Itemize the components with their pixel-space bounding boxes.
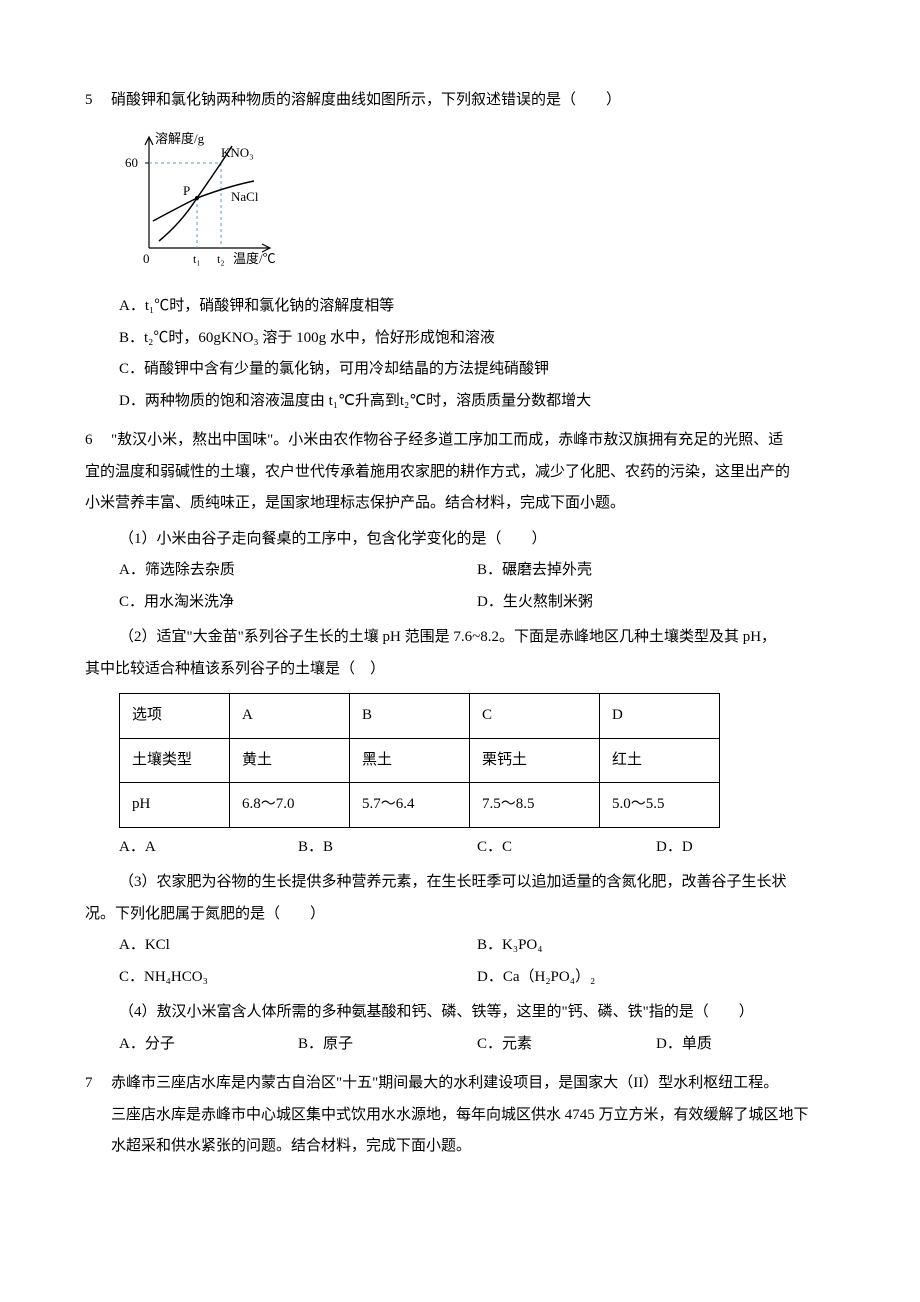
q6-sub3-a: A．KCl [119, 930, 477, 962]
q6-sub3-opts-row1: A．KCl B．K₃PO₄ [119, 930, 835, 962]
q5-opt-b: B．t₂℃时，60gKNO₃ 溶于 100g 水中，恰好形成饱和溶液 [119, 323, 835, 355]
r0c4: 红土 [600, 738, 720, 783]
svg-text:NaCl: NaCl [231, 189, 259, 204]
th-0: 选项 [120, 694, 230, 739]
th-4: D [600, 694, 720, 739]
q6-number: 6 [85, 425, 111, 457]
q6-sub2-stem-l1: （2）适宜"大金苗"系列谷子生长的土壤 pH 范围是 7.6~8.2。下面是赤峰… [119, 622, 835, 654]
q6-header: 6 "敖汉小米，熬出中国味"。小米由农作物谷子经多道工序加工而成，赤峰市敖汉旗拥… [85, 425, 835, 457]
q5-header: 5 硝酸钾和氯化钠两种物质的溶解度曲线如图所示，下列叙述错误的是（ ） [85, 85, 835, 117]
q6-sub2-a: A．A [119, 832, 298, 864]
q6-sub3-d: D．Ca（H₂PO₄）₂ [477, 962, 835, 994]
svg-text:溶解度/g: 溶解度/g [155, 131, 205, 146]
q6-sub1-a: A．筛选除去杂质 [119, 555, 477, 587]
q5-opt-d: D．两种物质的饱和溶液温度由 t₁℃升高到t₂℃时，溶质质量分数都增大 [119, 386, 835, 418]
q7-stem-l2: 三座店水库是赤峰市中心城区集中式饮用水水源地，每年向城区供水 4745 万立方米… [111, 1100, 835, 1132]
q5-opt-d-text: 两种物质的饱和溶液温度由 t₁℃升高到t₂℃时，溶质质量分数都增大 [145, 393, 591, 409]
r0c1: 黄土 [230, 738, 350, 783]
q5-opt-a: A．t₁℃时，硝酸钾和氯化钠的溶解度相等 [119, 291, 835, 323]
soil-table-header: 选项 A B C D [120, 694, 720, 739]
th-2: B [350, 694, 470, 739]
q6-sub1-opts-row1: A．筛选除去杂质 B．碾磨去掉外壳 [119, 555, 835, 587]
question-6: 6 "敖汉小米，熬出中国味"。小米由农作物谷子经多道工序加工而成，赤峰市敖汉旗拥… [85, 425, 835, 1060]
q6-sub3-b: B．K₃PO₄ [477, 930, 835, 962]
svg-text:温度/℃: 温度/℃ [233, 251, 276, 266]
q7-stem-l3: 水超采和供水紧张的问题。结合材料，完成下面小题。 [111, 1131, 835, 1163]
svg-text:0: 0 [143, 251, 150, 266]
r1c2: 5.7～6.4 [350, 783, 470, 828]
q6-sub3-opts-row2: C．NH₄HCO₃ D．Ca（H₂PO₄）₂ [119, 962, 835, 994]
q5-number: 5 [85, 85, 111, 117]
soil-table-row-type: 土壤类型 黄土 黑土 栗钙土 红土 [120, 738, 720, 783]
q6-sub4-stem: （4）敖汉小米富含人体所需的多种氨基酸和钙、磷、铁等，这里的"钙、磷、铁"指的是… [119, 997, 835, 1029]
th-3: C [470, 694, 600, 739]
solubility-chart: 溶解度/g 60 NaCl KNO₃ P t₁ t₂ 0 温度/℃ [119, 123, 835, 286]
q6-sub4-c: C．元素 [477, 1029, 656, 1061]
soil-table-row-ph: pH 6.8～7.0 5.7～6.4 7.5～8.5 5.0～5.5 [120, 783, 720, 828]
r0c0: 土壤类型 [120, 738, 230, 783]
r0c3: 栗钙土 [470, 738, 600, 783]
q7-header: 7 赤峰市三座店水库是内蒙古自治区"十五"期间最大的水利建设项目，是国家大（II… [85, 1068, 835, 1100]
q6-sub1-stem: （1）小米由谷子走向餐桌的工序中，包含化学变化的是（ ） [119, 524, 835, 556]
q6-sub4-a: A．分子 [119, 1029, 298, 1061]
r0c2: 黑土 [350, 738, 470, 783]
q6-stem-l3: 小米营养丰富、质纯味正，是国家地理标志保护产品。结合材料，完成下面小题。 [85, 488, 835, 520]
q5-options: A．t₁℃时，硝酸钾和氯化钠的溶解度相等 B．t₂℃时，60gKNO₃ 溶于 1… [119, 291, 835, 417]
q7-number: 7 [85, 1068, 111, 1100]
q6-sub3-c: C．NH₄HCO₃ [119, 962, 477, 994]
question-5: 5 硝酸钾和氯化钠两种物质的溶解度曲线如图所示，下列叙述错误的是（ ） 溶解度/… [85, 85, 835, 417]
r1c4: 5.0～5.5 [600, 783, 720, 828]
q6-sub2-stem-l2: 其中比较适合种植该系列谷子的土壤是（ ） [85, 654, 835, 686]
q5-opt-a-text: t₁℃时，硝酸钾和氯化钠的溶解度相等 [145, 298, 394, 314]
svg-text:KNO₃: KNO₃ [221, 145, 254, 160]
svg-text:t₁: t₁ [193, 252, 201, 266]
q6-sub3-stem-l2: 况。下列化肥属于氮肥的是（ ） [85, 899, 835, 931]
q6-sub1-b: B．碾磨去掉外壳 [477, 555, 835, 587]
th-1: A [230, 694, 350, 739]
svg-text:P: P [183, 183, 190, 198]
q6-sub2-opts: A．A B．B C．C D．D [119, 832, 835, 864]
q5-opt-c-text: 硝酸钾中含有少量的氯化钠，可用冷却结晶的方法提纯硝酸钾 [144, 361, 549, 377]
svg-text:60: 60 [125, 155, 138, 170]
svg-text:t₂: t₂ [217, 252, 225, 266]
q6-sub1-d: D．生火熬制米粥 [477, 587, 835, 619]
q6-sub4-opts: A．分子 B．原子 C．元素 D．单质 [119, 1029, 835, 1061]
q5-stem: 硝酸钾和氯化钠两种物质的溶解度曲线如图所示，下列叙述错误的是（ ） [111, 85, 835, 117]
q6-sub4-b: B．原子 [298, 1029, 477, 1061]
q5-opt-b-text: t₂℃时，60gKNO₃ 溶于 100g 水中，恰好形成饱和溶液 [144, 330, 495, 346]
q6-sub1-c: C．用水淘米洗净 [119, 587, 477, 619]
q6-sub2-c: C．C [477, 832, 656, 864]
q6-sub2-d: D．D [656, 832, 835, 864]
r1c3: 7.5～8.5 [470, 783, 600, 828]
chart-svg: 溶解度/g 60 NaCl KNO₃ P t₁ t₂ 0 温度/℃ [119, 123, 294, 273]
r1c0: pH [120, 783, 230, 828]
q6-stem-l2: 宜的温度和弱碱性的土壤，农户世代传承着施用农家肥的耕作方式，减少了化肥、农药的污… [85, 457, 835, 489]
question-7: 7 赤峰市三座店水库是内蒙古自治区"十五"期间最大的水利建设项目，是国家大（II… [85, 1068, 835, 1163]
r1c1: 6.8～7.0 [230, 783, 350, 828]
q6-sub1-opts-row2: C．用水淘米洗净 D．生火熬制米粥 [119, 587, 835, 619]
q5-opt-c: C．硝酸钾中含有少量的氯化钠，可用冷却结晶的方法提纯硝酸钾 [119, 354, 835, 386]
q7-stem-l1: 赤峰市三座店水库是内蒙古自治区"十五"期间最大的水利建设项目，是国家大（II）型… [111, 1068, 835, 1100]
q6-sub2-b: B．B [298, 832, 477, 864]
soil-table: 选项 A B C D 土壤类型 黄土 黑土 栗钙土 红土 pH 6.8～7.0 … [119, 693, 720, 828]
q6-stem-l1: "敖汉小米，熬出中国味"。小米由农作物谷子经多道工序加工而成，赤峰市敖汉旗拥有充… [111, 425, 835, 457]
q6-sub4-d: D．单质 [656, 1029, 835, 1061]
q6-sub3-stem-l1: （3）农家肥为谷物的生长提供多种营养元素，在生长旺季可以追加适量的含氮化肥，改善… [119, 867, 835, 899]
